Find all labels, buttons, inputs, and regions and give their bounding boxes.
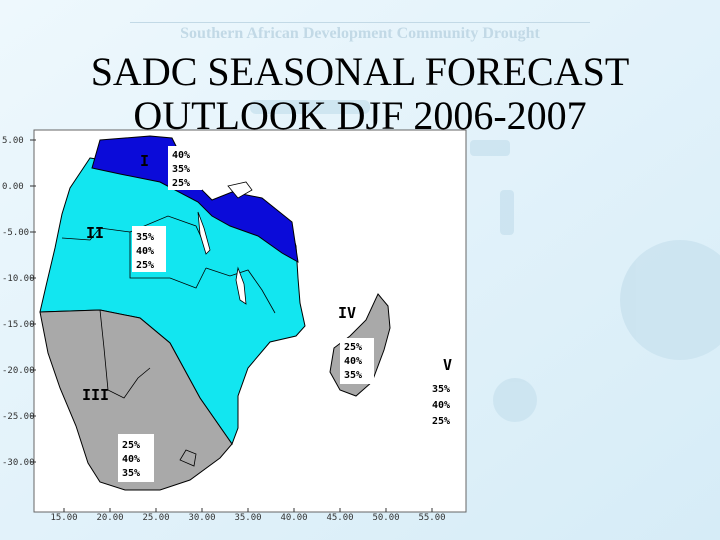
zone-II-above: 35% <box>136 232 154 243</box>
x-tick-label: 35.00 <box>234 513 261 522</box>
y-axis-ticks: 5.00 0.00 -5.00 -10.00 -15.00 -20.00 -25.00 -30… <box>2 136 36 468</box>
y-tick-label: -10.00 <box>2 274 35 284</box>
x-tick-label: 45.00 <box>326 513 353 522</box>
zone-I-above: 40% <box>172 150 190 161</box>
x-tick-label: 40.00 <box>280 513 307 522</box>
lakes <box>197 181 253 305</box>
x-tick-label: 20.00 <box>96 513 123 522</box>
x-tick-label: 30.00 <box>188 513 215 522</box>
zone-II-label: II <box>86 224 104 242</box>
zone-IV-below: 35% <box>344 370 362 381</box>
zone-II-below: 25% <box>136 260 154 271</box>
zone-III-label: III <box>82 386 109 404</box>
zone-I-normal: 35% <box>172 164 190 175</box>
y-tick-label: -15.00 <box>2 320 35 330</box>
y-tick-label: -5.00 <box>2 228 29 238</box>
x-tick-label: 25.00 <box>142 513 169 522</box>
zone-III-above: 25% <box>122 440 140 451</box>
x-tick-label: 15.00 <box>50 513 77 522</box>
title-line-1: SADC SEASONAL FORECAST <box>90 49 630 94</box>
zone-II-normal: 40% <box>136 246 154 257</box>
y-tick-label: -20.00 <box>2 366 35 376</box>
zone-V-probabilities: 35% 40% 25% <box>432 384 450 427</box>
x-tick-label: 55.00 <box>418 513 445 522</box>
zone-IV-normal: 40% <box>344 356 362 367</box>
zone-III-normal: 40% <box>122 454 140 465</box>
x-axis-ticks: 15.00 20.00 25.00 30.00 35.00 40.00 45.00 50.00… <box>50 508 446 522</box>
zone-I-probabilities: 40% 35% 25% <box>168 146 202 190</box>
zone-IV-label: IV <box>338 304 356 322</box>
zone-V-above: 35% <box>432 384 450 395</box>
zone-V-normal: 40% <box>432 400 450 411</box>
zone-labels: I II III IV V <box>82 152 452 404</box>
zone-III-region <box>39 309 233 491</box>
background-heading: Southern African Development Community D… <box>130 22 590 43</box>
zone-IV-probabilities: 25% 40% 35% <box>340 338 374 384</box>
zone-IV-above: 25% <box>344 342 362 353</box>
zone-I-label: I <box>140 152 149 170</box>
zone-III-below: 35% <box>122 468 140 479</box>
y-tick-label: 0.00 <box>2 182 24 192</box>
zone-II-probabilities: 35% 40% 25% <box>132 226 166 272</box>
zone-III-probabilities: 25% 40% 35% <box>118 434 154 482</box>
y-tick-label: -25.00 <box>2 412 35 422</box>
forecast-map: 5.00 0.00 -5.00 -10.00 -15.00 -20.00 -25.00 -30… <box>2 129 467 522</box>
zone-V-label: V <box>443 356 452 374</box>
zone-V-below: 25% <box>432 416 450 427</box>
watermark-shapes <box>250 100 720 422</box>
zone-I-below: 25% <box>172 178 190 189</box>
y-tick-label: 5.00 <box>2 136 24 146</box>
x-tick-label: 50.00 <box>372 513 399 522</box>
slide-title: SADC SEASONAL FORECAST OUTLOOK DJF 2006-… <box>0 50 720 138</box>
y-tick-label: -30.00 <box>2 458 35 468</box>
